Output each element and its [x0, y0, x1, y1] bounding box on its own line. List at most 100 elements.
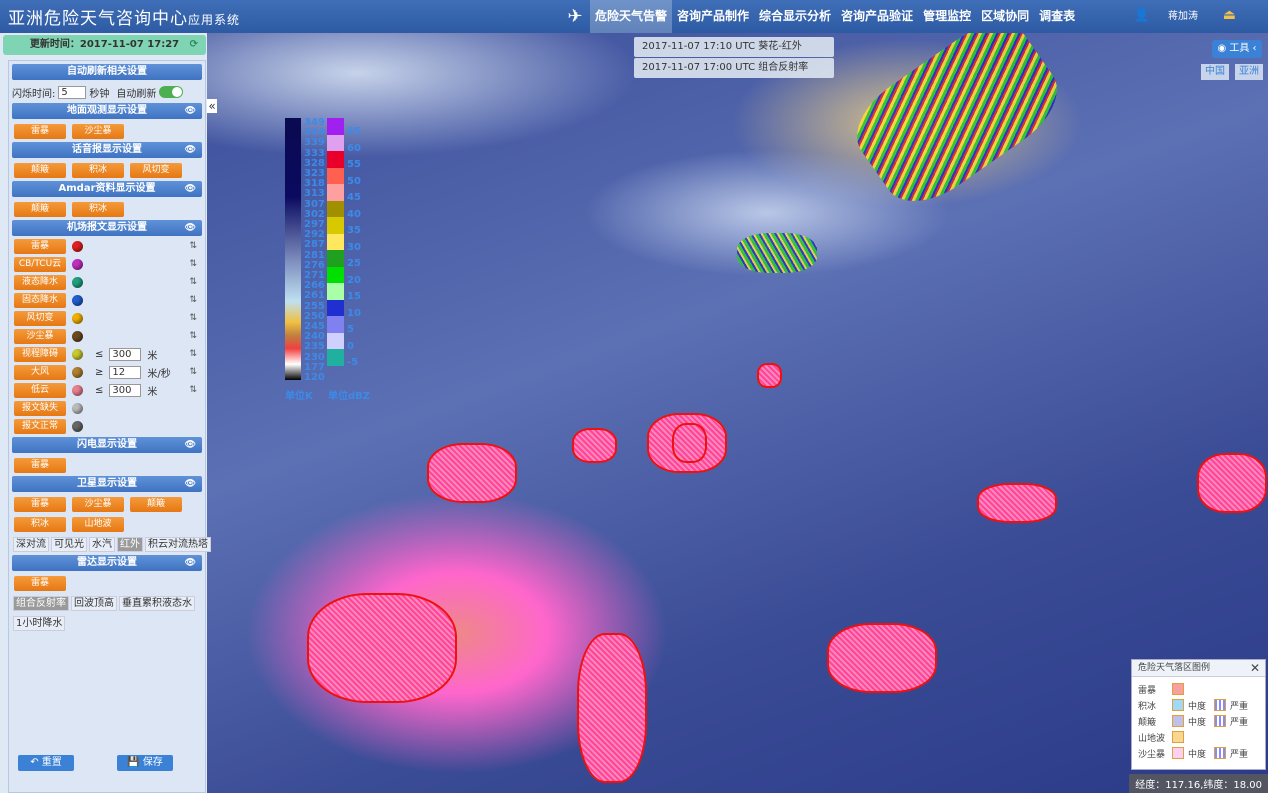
- nav-item[interactable]: 综合显示分析: [759, 9, 832, 23]
- sort-icon[interactable]: ⇅: [189, 241, 197, 251]
- toggle-button[interactable]: 积冰: [72, 162, 124, 178]
- eye-icon[interactable]: 👁: [184, 223, 196, 233]
- channel-tab[interactable]: 水汽: [89, 536, 115, 552]
- channel-tab[interactable]: 红外: [117, 536, 143, 552]
- settings-panel: 自动刷新相关设置 闪烁时间: 5 秒钟 自动刷新 地面观测显示设置 👁 雷暴 沙尘暴话…: [8, 60, 211, 793]
- toggle-button[interactable]: 颠簸: [14, 201, 66, 217]
- sort-icon[interactable]: ⇅: [189, 367, 197, 377]
- nav-item[interactable]: 咨询产品制作: [677, 9, 750, 23]
- eye-icon[interactable]: 👁: [184, 184, 196, 194]
- threshold-input[interactable]: 300: [109, 347, 142, 361]
- user-icon[interactable]: 👤: [1133, 8, 1150, 23]
- threshold-input[interactable]: 12: [109, 365, 142, 379]
- channel-tab[interactable]: 可见光: [51, 536, 87, 552]
- nav-item[interactable]: 危险天气告警: [590, 0, 673, 33]
- legend-title: 危险天气落区图例: [1132, 660, 1265, 677]
- airport-item-button[interactable]: 沙尘暴: [14, 328, 66, 344]
- sort-icon[interactable]: ⇅: [189, 331, 197, 341]
- section-title: 机场报文显示设置: [67, 222, 147, 233]
- eye-icon[interactable]: 👁: [184, 145, 196, 155]
- toggle-button[interactable]: 积冰: [14, 516, 66, 532]
- section-title: 自动刷新相关设置: [67, 66, 147, 77]
- toggle-button[interactable]: 雷暴: [14, 457, 66, 473]
- radar-product-tab[interactable]: 1小时降水: [13, 615, 66, 631]
- threshold-op: ≥: [95, 366, 104, 378]
- sort-icon[interactable]: ⇅: [189, 385, 197, 395]
- airport-item-button[interactable]: CB/TCU云: [14, 256, 66, 272]
- section-title: Amdar资料显示设置: [58, 183, 156, 194]
- dbz-color-swatch: [327, 349, 344, 366]
- layer-infrared[interactable]: 2017-11-07 17:10 UTC 葵花-红外: [634, 37, 834, 57]
- region-asia-button[interactable]: 亚洲: [1235, 64, 1263, 80]
- airport-item-button[interactable]: 报文缺失: [14, 400, 66, 416]
- sort-icon[interactable]: ⇅: [189, 349, 197, 359]
- channel-tab[interactable]: 深对流: [13, 536, 49, 552]
- toggle-button[interactable]: 沙尘暴: [72, 123, 124, 139]
- update-time-bar: 更新时间：2017-11-07 17:27 ⟳: [3, 35, 206, 55]
- legend-swatch-severe: [1214, 747, 1227, 759]
- airport-item: 低云 ≤300 米 ⇅: [14, 382, 205, 398]
- airport-item-button[interactable]: 雷暴: [14, 238, 66, 254]
- dbz-tick: 40: [347, 208, 361, 220]
- status-ball: [72, 420, 83, 432]
- toggle-button[interactable]: 雷暴: [14, 496, 66, 512]
- blink-unit: 秒钟: [89, 88, 110, 100]
- section-satellite: 卫星显示设置 👁: [12, 476, 202, 492]
- save-label: 保存: [142, 757, 163, 768]
- dbz-color-swatch: [327, 118, 344, 135]
- logout-icon[interactable]: ⏏: [1222, 7, 1236, 23]
- tools-button[interactable]: ◉ 工具 ‹: [1212, 40, 1262, 58]
- radar-product-tab[interactable]: 回波顶高: [71, 595, 117, 611]
- reset-button[interactable]: ↶ 重置: [18, 755, 74, 771]
- threshold-op: ≤: [95, 348, 104, 360]
- collapse-sidebar-icon[interactable]: «: [207, 99, 217, 113]
- toggle-button[interactable]: 山地波: [72, 516, 124, 532]
- airport-item-button[interactable]: 固态降水: [14, 292, 66, 308]
- layer-radar[interactable]: 2017-11-07 17:00 UTC 组合反射率: [634, 58, 834, 78]
- close-icon[interactable]: ✕: [1249, 661, 1260, 675]
- nav-item[interactable]: 调查表: [1039, 9, 1076, 23]
- kelvin-tick: 271: [304, 270, 325, 281]
- nav-item[interactable]: 区域协同: [981, 9, 1030, 23]
- nav-item[interactable]: 咨询产品验证: [841, 9, 914, 23]
- eye-icon[interactable]: 👁: [184, 440, 196, 450]
- sort-icon[interactable]: ⇅: [189, 295, 197, 305]
- dbz-tick: 15: [347, 291, 361, 302]
- toggle-button[interactable]: 风切变: [130, 162, 182, 178]
- airport-item-button[interactable]: 报文正常: [14, 418, 66, 434]
- airport-item-button[interactable]: 液态降水: [14, 274, 66, 290]
- toggle-button[interactable]: 雷暴: [14, 123, 66, 139]
- user-name[interactable]: 蒋加涛: [1168, 11, 1198, 22]
- reset-label: 重置: [41, 757, 62, 768]
- channel-tab[interactable]: 积云对流热塔: [145, 536, 211, 552]
- radar-product-tab[interactable]: 组合反射率: [13, 595, 69, 611]
- airport-item-button[interactable]: 视程障碍: [14, 346, 66, 362]
- weather-map[interactable]: [207, 33, 1268, 793]
- toggle-button[interactable]: 积冰: [72, 201, 124, 217]
- sort-icon[interactable]: ⇅: [189, 313, 197, 323]
- toggle-button[interactable]: 沙尘暴: [72, 496, 124, 512]
- airport-item-button[interactable]: 大风: [14, 364, 66, 380]
- region-china-button[interactable]: 中国: [1201, 64, 1229, 80]
- toggle-button[interactable]: 雷暴: [14, 575, 66, 591]
- radar-product-tab[interactable]: 垂直累积液态水: [119, 595, 195, 611]
- airport-item-button[interactable]: 低云: [14, 382, 66, 398]
- blink-time-input[interactable]: 5: [58, 85, 87, 99]
- refresh-icon[interactable]: ⟳: [189, 39, 198, 50]
- nav-item[interactable]: 管理监控: [923, 9, 972, 23]
- toggle-button[interactable]: 颠簸: [130, 496, 182, 512]
- sort-icon[interactable]: ⇅: [189, 277, 197, 287]
- legend-row: 山地波: [1132, 729, 1265, 745]
- eye-icon[interactable]: 👁: [184, 106, 196, 116]
- airport-item-button[interactable]: 风切变: [14, 310, 66, 326]
- legend-severe: 严重: [1230, 717, 1249, 728]
- auto-refresh-toggle[interactable]: [159, 86, 184, 98]
- eye-icon[interactable]: 👁: [184, 558, 196, 568]
- toggle-button[interactable]: 颠簸: [14, 162, 66, 178]
- eye-icon[interactable]: 👁: [184, 479, 196, 489]
- sort-icon[interactable]: ⇅: [189, 259, 197, 269]
- section-title: 话音报显示设置: [72, 144, 142, 155]
- save-button[interactable]: 💾 保存: [117, 755, 173, 771]
- dbz-color-swatch: [327, 332, 344, 349]
- threshold-input[interactable]: 300: [109, 383, 142, 397]
